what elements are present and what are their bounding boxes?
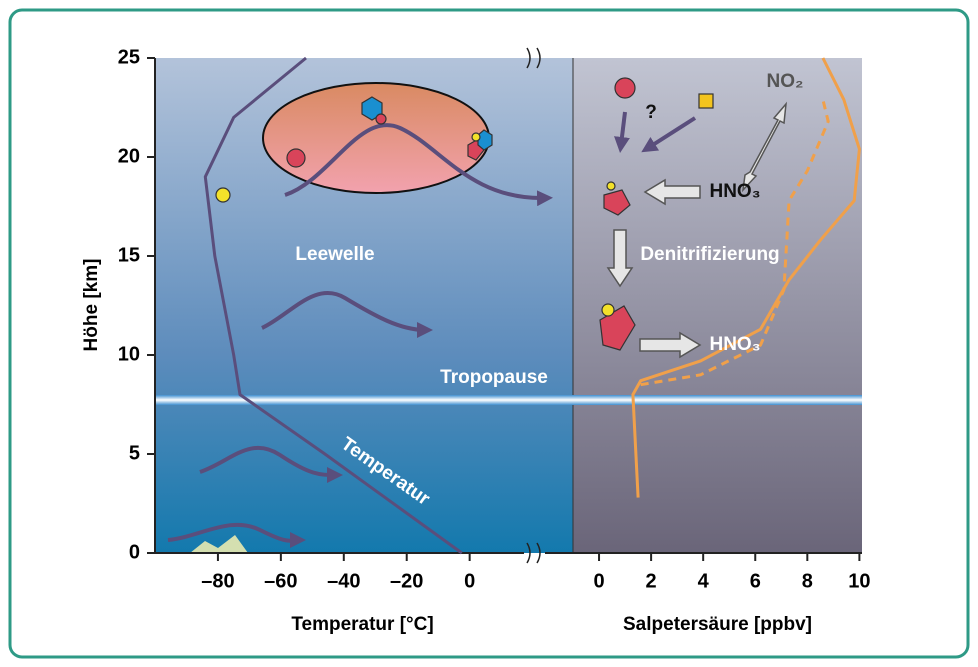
x-tick-label: 4 [698, 570, 710, 592]
x-axis-label: Salpetersäure [ppbv] [623, 614, 812, 635]
x-tick-label: –20 [390, 570, 423, 592]
x-tick-label: –80 [201, 570, 234, 592]
x-axis-label: Temperatur [°C] [291, 614, 433, 635]
x-tick-label: 0 [593, 570, 604, 592]
annotation: Leewelle [295, 244, 374, 265]
tropopause-band [155, 395, 862, 405]
process-arrows [606, 101, 787, 359]
y-tick-label: 20 [118, 145, 140, 167]
annotation: Denitrifizierung [640, 244, 779, 265]
x-tick-label: –60 [264, 570, 297, 592]
annotation: Tropopause [440, 367, 548, 388]
y-tick-label: 5 [129, 442, 140, 464]
y-tick-label: 15 [118, 244, 140, 266]
y-tick-label: 10 [118, 343, 140, 365]
wave-arrows [167, 111, 697, 549]
profile-line [203, 56, 463, 555]
x-tick-label: 10 [848, 570, 870, 592]
right-panel [573, 58, 862, 553]
profile-line [631, 57, 861, 498]
x-tick-label: 2 [646, 570, 657, 592]
x-tick-label: 0 [464, 570, 475, 592]
x-tick-label: 8 [802, 570, 813, 592]
axis-break [526, 47, 541, 564]
mountains [190, 535, 248, 553]
x-tick-label: –40 [327, 570, 360, 592]
profile-line [640, 99, 830, 387]
annotation: NO₂ [767, 71, 804, 92]
y-tick-label: 0 [129, 541, 140, 563]
annotation: HNO₃ [709, 334, 760, 355]
x-tick-label: 6 [750, 570, 761, 592]
y-tick-label: 25 [118, 46, 140, 68]
particles [215, 77, 714, 351]
annotation: HNO₃ [709, 181, 760, 202]
y-axis-label: Höhe [km] [81, 259, 102, 352]
annotation: ? [645, 102, 657, 123]
